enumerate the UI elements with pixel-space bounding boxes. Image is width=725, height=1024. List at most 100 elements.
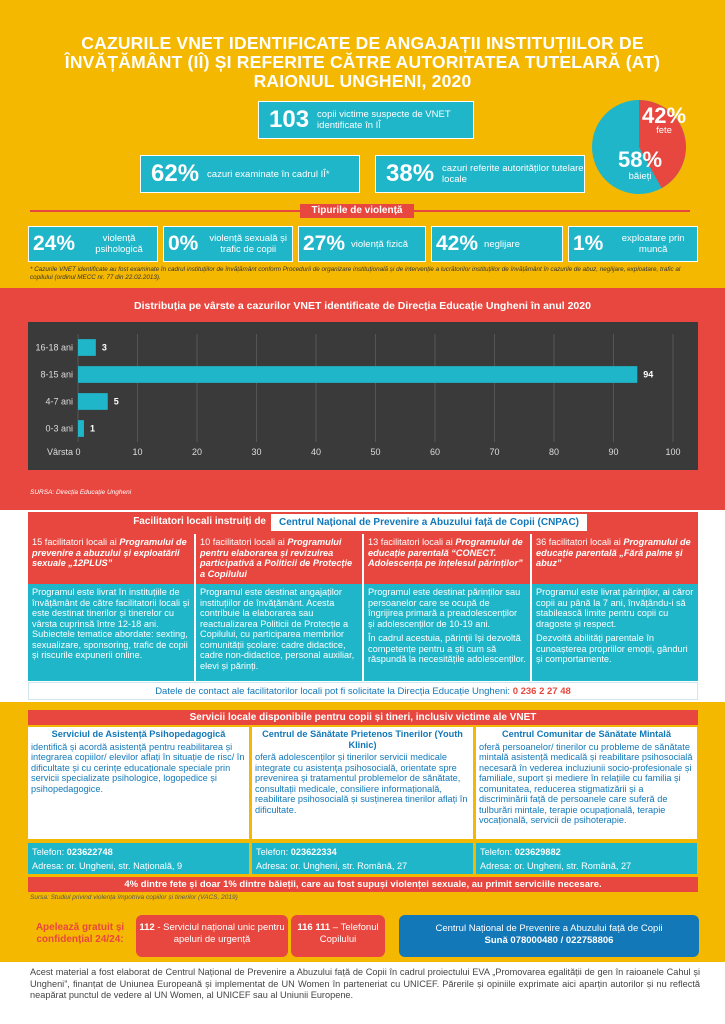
- hotline-112[interactable]: 112 - Serviciul național unic pentru ape…: [136, 915, 288, 957]
- program-description: Programul este livrat părinților, ai căr…: [536, 587, 694, 629]
- hotline-description: – Telefonul Copilului: [319, 922, 379, 945]
- stat-examined-label: cazuri examinate în cadrul IÎ*: [207, 168, 330, 180]
- phone-label: Telefon:: [256, 847, 291, 857]
- service-phone: Telefon: 023629882: [480, 845, 693, 859]
- title-line-3: RAIONUL UNGHENI, 2020: [253, 71, 472, 91]
- service-address: Adresa: or. Ungheni, str. Națională, 9: [32, 861, 183, 871]
- service-card: Centrul de Sănătate Prietenos Tinerilor …: [252, 727, 473, 839]
- stat-referred: 38% cazuri referite autorităților tutela…: [375, 155, 585, 193]
- facilitator-count: 36 facilitatori locali ai: [536, 537, 624, 547]
- violence-value: 27%: [303, 232, 346, 255]
- x-tick-label: 80: [549, 447, 559, 457]
- service-card: Serviciul de Asistență Psihopedagogică i…: [28, 727, 249, 839]
- violence-value: 42%: [436, 232, 479, 255]
- bar: [78, 366, 638, 383]
- data-label: 5: [114, 397, 119, 407]
- phone-number[interactable]: 023629882: [514, 847, 561, 857]
- footnote: * Cazurile VNET identificate au fost exa…: [30, 266, 681, 281]
- facilitator-count: 15 facilitatori locali ai: [32, 537, 120, 547]
- x-tick-label: 10: [132, 447, 142, 457]
- contact-text: Datele de contact ale facilitatorilor lo…: [155, 686, 513, 697]
- stat-total-label: copii victime suspecte de VNET identific…: [317, 109, 451, 131]
- service-address: Adresa: or. Ungheni, str. Română, 27: [480, 861, 632, 871]
- stat-examined: 62% cazuri examinate în cadrul IÎ*: [140, 155, 360, 193]
- facilitator-column: 10 facilitatori locali ai Programului pe…: [196, 534, 362, 681]
- x-tick-label: 100: [665, 447, 680, 457]
- facilitator-description: Programul este destinat angajaților inst…: [196, 584, 362, 681]
- facilitator-column: 13 facilitatori locali ai Programului de…: [364, 534, 530, 681]
- bar: [78, 420, 84, 437]
- title-line-2: ÎNVĂȚĂMÂNT (IÎ) ȘI REFERITE CĂTRE AUTORI…: [64, 52, 661, 72]
- service-description: oferă adolescenților și tinerilor servic…: [255, 752, 468, 815]
- violence-label: exploatare prin muncă: [621, 233, 685, 255]
- stat-total-cases: 103 copii victime suspecte de VNET ident…: [258, 101, 474, 139]
- violence-value: 24%: [33, 232, 76, 255]
- program-description: Programul este livrat în instituțiile de…: [32, 587, 190, 660]
- x-tick-label: 40: [311, 447, 321, 457]
- violence-value: 1%: [573, 232, 604, 255]
- title-line-1: CAZURILE VNET IDENTIFICATE DE ANGAJAȚII …: [81, 33, 644, 53]
- x-tick-label: 50: [370, 447, 380, 457]
- facilitator-column: 15 facilitatori locali ai Programului de…: [28, 534, 194, 681]
- program-description: Programul este destinat angajaților inst…: [200, 587, 355, 671]
- facilitator-program: 13 facilitatori locali ai Programului de…: [364, 534, 530, 584]
- vacs-source: Sursa: Studiul privind violența împotriv…: [30, 894, 238, 901]
- girls-label: fete: [656, 125, 672, 136]
- hotline-cnpac[interactable]: Centrul Național de Prevenire a Abuzului…: [399, 915, 699, 957]
- stat-total-value: 103: [269, 106, 310, 133]
- program-description-extra: În cadrul acestuia, părinții își dezvolt…: [368, 633, 526, 664]
- category-label: 0-3 ani: [45, 424, 73, 434]
- facilitator-program: 10 facilitatori locali ai Programului pe…: [196, 534, 362, 584]
- services-title: Servicii locale disponibile pentru copii…: [28, 710, 698, 725]
- data-label: 3: [102, 343, 107, 353]
- bar: [78, 339, 96, 356]
- facilitators-header-org: Centrul Național de Prevenire a Abuzului…: [271, 514, 587, 531]
- data-label: 1: [90, 424, 95, 434]
- service-name: Centrul de Sănătate Prietenos Tinerilor …: [262, 729, 463, 750]
- boys-label: băieți: [628, 171, 652, 182]
- category-label: 8-15 ani: [40, 370, 73, 380]
- phone-label: Telefon:: [32, 847, 67, 857]
- service-name: Serviciul de Asistență Psihopedagogică: [51, 729, 226, 739]
- phone-label: Telefon:: [480, 847, 515, 857]
- gender-pie: [592, 100, 686, 194]
- violence-label: violență psihologică: [95, 233, 143, 255]
- service-contact: Telefon: 023629882 Adresa: or. Ungheni, …: [476, 843, 697, 874]
- x-tick-label: 70: [489, 447, 499, 457]
- service-description: oferă persoanelor/ tinerilor cu probleme…: [479, 741, 693, 826]
- phone-number[interactable]: 023622748: [66, 847, 113, 857]
- x-tick-label: 20: [192, 447, 202, 457]
- vacs-statistic: 4% dintre fete și doar 1% dintre băieții…: [28, 877, 698, 892]
- stat-referred-value: 38%: [386, 160, 435, 187]
- hotline-number: 112: [139, 922, 155, 933]
- service-phone: Telefon: 023622748: [32, 845, 245, 859]
- violence-label: violență fizică: [351, 238, 409, 250]
- program-description-extra: Dezvoltă abilități parentale în cunoaște…: [536, 633, 688, 664]
- violence-types-title: Tipurile de violență: [300, 204, 414, 218]
- violence-physical: 27% violență fizică: [298, 226, 426, 262]
- contact-phone: 0 236 2 27 48: [512, 686, 571, 697]
- x-axis-label: Vârsta: [47, 447, 73, 457]
- hotline-number: 116 111: [297, 922, 331, 933]
- age-distribution-chart: 0 10 20 30 40 50 60 70 80 90 100 16-18 ani 3 8-15 ani…: [28, 322, 698, 470]
- service-contact: Telefon: 023622334 Adresa: or. Ungheni, …: [252, 843, 473, 874]
- x-tick-label: 90: [608, 447, 618, 457]
- phone-number[interactable]: 023622334: [290, 847, 337, 857]
- x-tick-label: 30: [251, 447, 261, 457]
- x-tick-label: 0: [75, 447, 80, 457]
- gender-pie-girls-slice: [639, 100, 686, 189]
- facilitator-description: Programul este livrat în instituțiile de…: [28, 584, 194, 681]
- facilitator-count: 10 facilitatori locali ai: [200, 537, 288, 547]
- category-label: 16-18 ani: [35, 343, 73, 353]
- violence-label: violență sexuală și trafic de copii: [209, 233, 287, 255]
- facilitator-column: 36 facilitatori locali ai Programului de…: [532, 534, 698, 681]
- gender-pie-labels: 42% fete 58% băieți: [592, 104, 686, 198]
- stat-referred-label: cazuri referite autorităților tutelare l…: [442, 163, 584, 185]
- program-description: Programul este destinat părinților sau p…: [368, 587, 521, 629]
- girls-percent: 42%: [642, 103, 687, 128]
- hotlines-label: Apelează gratuit și confidențial 24/24:: [35, 922, 125, 945]
- program-name: Programului de prevenire a abuzului și e…: [32, 537, 187, 568]
- hotline-116111[interactable]: 116 111 – Telefonul Copilului: [291, 915, 385, 957]
- data-label: 94: [643, 370, 653, 380]
- hotline-description: - Serviciul național unic pentru apeluri…: [154, 922, 285, 945]
